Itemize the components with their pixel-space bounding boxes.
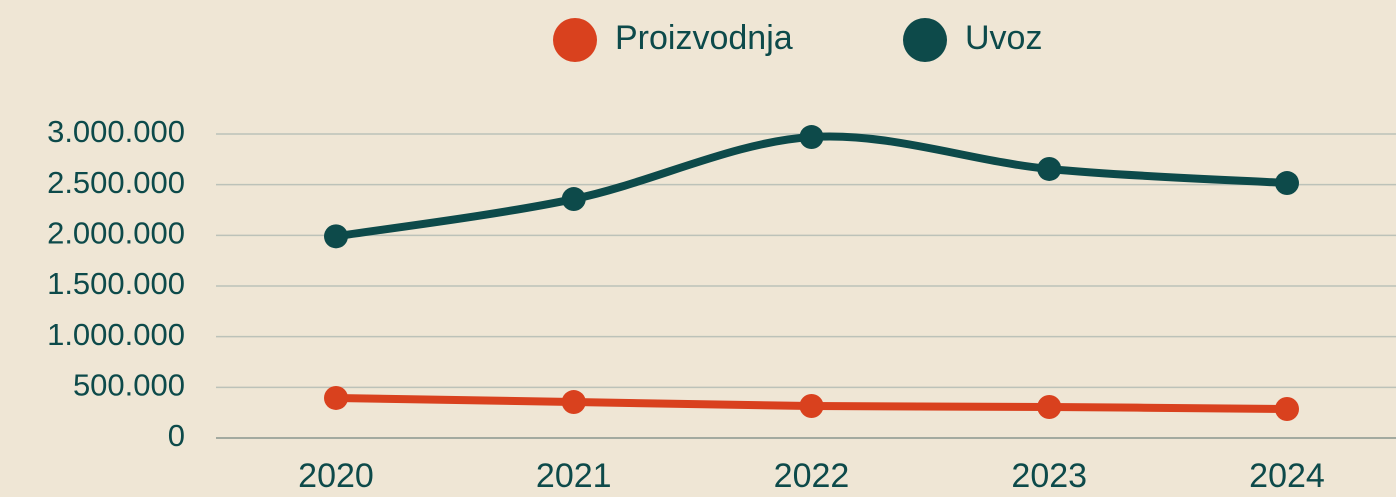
point [1275, 171, 1299, 196]
point [561, 187, 586, 212]
y-tick-label: 2.500.000 [47, 165, 185, 200]
x-tick-label: 2023 [1011, 457, 1087, 495]
point [799, 393, 824, 418]
point [1037, 156, 1062, 181]
y-tick-label: 1.500.000 [47, 266, 185, 301]
legend-swatch [903, 18, 947, 62]
y-tick-label: 3.000.000 [47, 114, 185, 149]
point [561, 390, 586, 415]
y-tick-label: 2.000.000 [47, 216, 185, 251]
x-tick-label: 2020 [298, 457, 374, 495]
point [1037, 394, 1062, 419]
legend-label: Uvoz [965, 19, 1042, 57]
y-tick-label: 1.000.000 [47, 317, 185, 352]
legend-swatch [553, 18, 597, 62]
y-tick-label: 500.000 [73, 368, 185, 403]
point [324, 385, 348, 410]
point [1275, 397, 1299, 422]
x-tick-label: 2024 [1249, 457, 1325, 495]
point [324, 224, 348, 249]
point [799, 125, 824, 150]
legend-label: Proizvodnja [615, 19, 793, 57]
series-line [332, 132, 1291, 241]
x-tick-label: 2021 [536, 457, 612, 495]
y-tick-label: 0 [168, 418, 185, 453]
x-tick-label: 2022 [774, 457, 850, 495]
